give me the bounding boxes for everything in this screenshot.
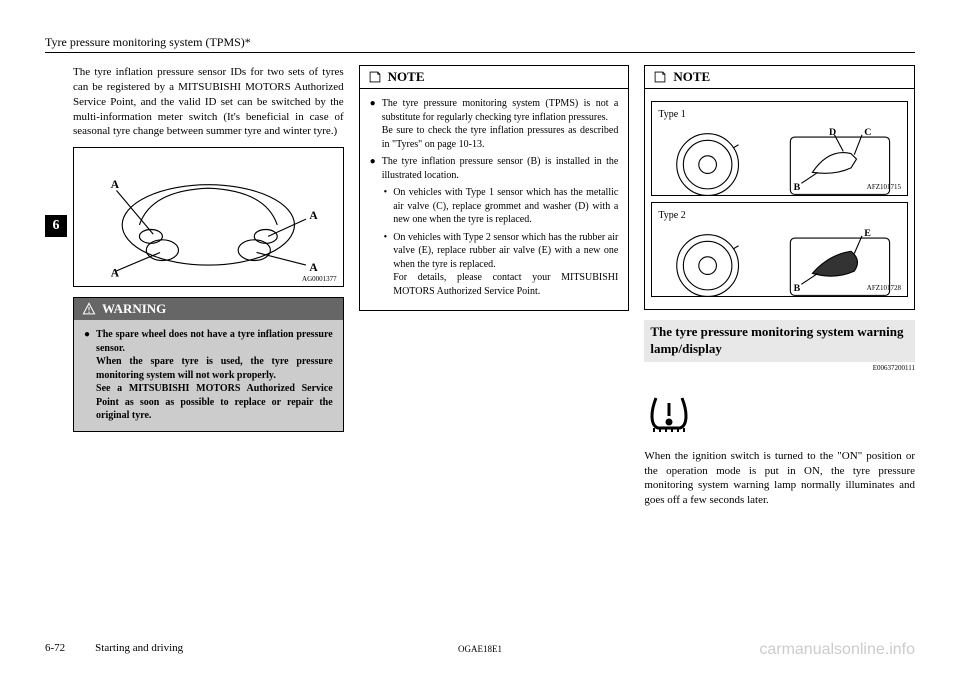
type1-label: Type 1 xyxy=(658,108,901,122)
svg-text:C: C xyxy=(865,126,872,137)
warning-box: WARNING ● The spare wheel does not have … xyxy=(73,297,344,432)
svg-text:A: A xyxy=(309,210,318,222)
watermark: carmanualsonline.info xyxy=(759,641,915,659)
doc-code: OGAE18E1 xyxy=(458,644,502,654)
car-figure: A A A A AG0001377 xyxy=(73,147,344,287)
sub-bullet-mark: • xyxy=(384,186,388,227)
note-sub-2: On vehicles with Type 2 sensor which has… xyxy=(393,231,618,299)
svg-text:B: B xyxy=(794,282,801,293)
section-text: When the ignition switch is turned to th… xyxy=(644,449,915,508)
column-3: NOTE Type 1 xyxy=(644,65,915,516)
column-2: NOTE ● The tyre pressure monitoring syst… xyxy=(359,65,630,516)
warning-header: WARNING xyxy=(74,298,343,320)
footer-section: Starting and driving xyxy=(95,642,183,654)
type1-illustration: D C B xyxy=(658,126,901,203)
svg-text:E: E xyxy=(865,227,872,238)
section-code: E00637200111 xyxy=(644,364,915,372)
svg-text:A: A xyxy=(111,179,120,191)
svg-text:B: B xyxy=(794,181,801,192)
section-heading: The tyre pressure monitoring system warn… xyxy=(644,320,915,362)
svg-text:A: A xyxy=(111,268,120,280)
car-illustration: A A A A xyxy=(82,156,335,282)
type2-label: Type 2 xyxy=(658,209,901,223)
type2-figure: Type 2 E B xyxy=(651,202,908,297)
tpms-warning-icon xyxy=(644,388,694,438)
sub-bullet-mark: • xyxy=(384,231,388,299)
figure-code: AG0001377 xyxy=(302,275,337,283)
note-body-2: Type 1 D xyxy=(645,89,914,309)
bullet-mark: ● xyxy=(370,155,376,182)
note-bullet-2: The tyre inflation pressure sensor (B) i… xyxy=(382,155,619,182)
page-number: 6-72 xyxy=(45,642,65,654)
warning-text: The spare wheel does not have a tyre inf… xyxy=(96,328,333,423)
note-header: NOTE xyxy=(360,66,629,89)
warning-title: WARNING xyxy=(102,301,166,317)
note-icon xyxy=(368,70,382,84)
note-icon xyxy=(653,70,667,84)
note-title: NOTE xyxy=(388,69,425,85)
column-1: The tyre inflation pressure sensor IDs f… xyxy=(45,65,344,516)
note-title-2: NOTE xyxy=(673,69,710,85)
note-body: ● The tyre pressure monitoring system (T… xyxy=(360,89,629,310)
note-sub-1: On vehicles with Type 1 sensor which has… xyxy=(393,186,618,227)
type1-figure: Type 1 D xyxy=(651,101,908,196)
intro-paragraph: The tyre inflation pressure sensor IDs f… xyxy=(73,65,344,139)
warning-icon xyxy=(82,302,96,316)
type2-illustration: E B xyxy=(658,227,901,304)
content-columns: The tyre inflation pressure sensor IDs f… xyxy=(45,65,915,516)
warning-body: ● The spare wheel does not have a tyre i… xyxy=(74,320,343,431)
bullet-mark: ● xyxy=(84,328,90,423)
note-header-2: NOTE xyxy=(645,66,914,89)
note-box-2: NOTE Type 1 xyxy=(644,65,915,310)
note-bullet-1: The tyre pressure monitoring system (TPM… xyxy=(382,97,619,151)
bullet-mark: ● xyxy=(370,97,376,151)
svg-text:A: A xyxy=(309,262,318,274)
chapter-tab: 6 xyxy=(45,215,67,237)
svg-text:D: D xyxy=(829,126,836,137)
figure-code-2: AFZ101728 xyxy=(867,284,901,293)
page-header: Tyre pressure monitoring system (TPMS)* xyxy=(45,35,915,53)
figure-code-1: AFZ101715 xyxy=(867,183,901,192)
note-box-1: NOTE ● The tyre pressure monitoring syst… xyxy=(359,65,630,311)
